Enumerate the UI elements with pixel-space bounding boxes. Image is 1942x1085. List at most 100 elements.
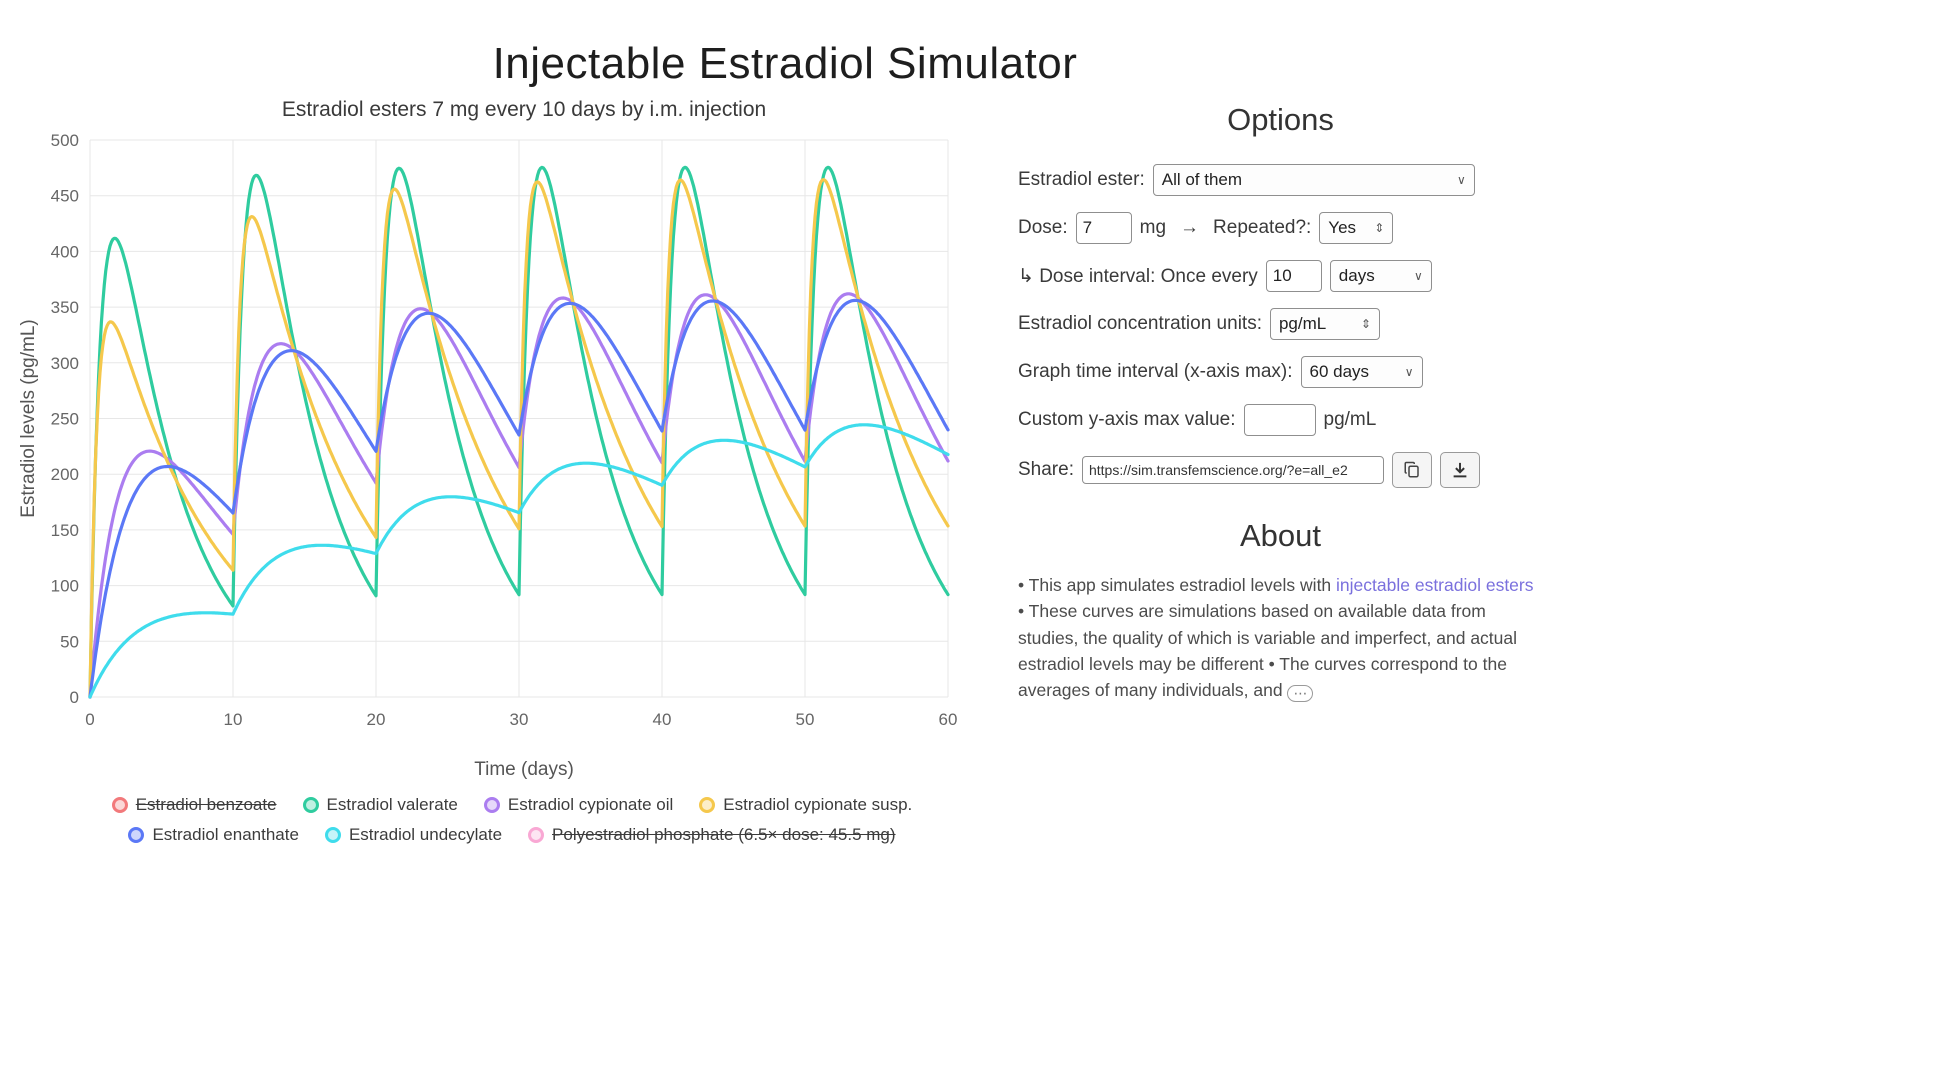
y-max-unit: pg/mL [1323, 409, 1377, 430]
dose-input[interactable] [1075, 212, 1132, 244]
interval-unit-select[interactable]: days ∨ [1329, 260, 1432, 292]
chart-section: Estradiol esters 7 mg every 10 days by i… [12, 98, 972, 845]
legend-item-estradiol-benzoate[interactable]: Estradiol benzoate [111, 795, 277, 815]
legend-item-polyestradiol-phosphate-6-5-dose-45-5-mg[interactable]: Polyestradiol phosphate (6.5× dose: 45.5… [528, 825, 896, 845]
share-label: Share: [1018, 459, 1074, 480]
share-url-input[interactable] [1081, 456, 1384, 484]
legend-dot [324, 827, 341, 843]
svg-text:300: 300 [51, 354, 79, 373]
legend-item-estradiol-cypionate-oil[interactable]: Estradiol cypionate oil [483, 795, 674, 815]
svg-text:30: 30 [510, 710, 529, 729]
legend-label: Estradiol cypionate oil [507, 795, 674, 814]
share-row: Share: [1018, 452, 1543, 488]
graph-interval-row: Graph time interval (x-axis max): 60 day… [1018, 356, 1543, 388]
page-title: Injectable Estradiol Simulator [492, 39, 1078, 89]
svg-text:250: 250 [51, 410, 79, 429]
svg-text:100: 100 [51, 577, 79, 596]
legend-dot [528, 827, 545, 843]
svg-text:400: 400 [51, 242, 79, 261]
curve-estradiol-enanthate [88, 298, 950, 699]
about-text-1: • This app simulates estradiol levels wi… [1018, 575, 1337, 595]
legend-label: Polyestradiol phosphate (6.5× dose: 45.5… [552, 825, 896, 844]
estradiol-levels-chart: 0 50 100 150 200 250 300 350 400 450 500 0 10 20 30 40 5… [18, 131, 958, 729]
svg-text:450: 450 [51, 187, 79, 206]
chevron-down-icon: ∨ [1404, 365, 1414, 379]
copy-icon [1404, 461, 1419, 478]
y-max-row: Custom y-axis max value: pg/mL [1018, 404, 1543, 436]
download-icon [1453, 462, 1467, 478]
injectable-esters-link[interactable]: injectable estradiol esters [1336, 575, 1534, 595]
legend-row: Estradiol benzoate Estradiol valerate Estr… [111, 795, 912, 815]
chevron-down-icon: ∨ [1456, 173, 1466, 187]
svg-text:200: 200 [51, 465, 79, 484]
svg-text:500: 500 [51, 131, 79, 150]
dose-label: Dose: [1018, 217, 1068, 238]
ester-select-value: All of them [1161, 170, 1243, 189]
legend-item-estradiol-enanthate[interactable]: Estradiol enanthate [128, 825, 299, 845]
svg-text:20: 20 [367, 710, 386, 729]
svg-text:350: 350 [51, 298, 79, 317]
legend-label: Estradiol cypionate susp. [723, 795, 913, 814]
svg-text:50: 50 [60, 632, 79, 651]
chart-legend: Estradiol benzoate Estradiol valerate Estr… [12, 795, 972, 845]
repeated-select[interactable]: Yes ⇕ [1319, 212, 1394, 244]
legend-label: Estradiol valerate [326, 795, 458, 814]
units-label: Estradiol concentration units: [1018, 313, 1262, 334]
options-heading: Options [1227, 102, 1334, 137]
expand-more-button[interactable]: ⋯ [1287, 684, 1314, 702]
chart-title: Estradiol esters 7 mg every 10 days by i… [281, 98, 767, 121]
x-axis-label: Time (days) [474, 759, 574, 780]
graph-interval-select[interactable]: 60 days ∨ [1300, 356, 1423, 388]
about-text-2: • These curves are simulations based on … [1018, 601, 1518, 700]
ester-row: Estradiol ester: All of them ∨ [1018, 164, 1543, 196]
copy-link-button[interactable] [1391, 452, 1432, 488]
axis-tick-labels: 0 50 100 150 200 250 300 350 400 450 500 0 10 20 30 40 5… [51, 131, 958, 729]
legend-item-estradiol-valerate[interactable]: Estradiol valerate [302, 795, 458, 815]
ester-label: Estradiol ester: [1018, 169, 1145, 190]
curve-estradiol-undecylate [88, 423, 950, 699]
repeated-select-value: Yes [1328, 218, 1357, 237]
dose-unit: mg [1139, 217, 1167, 238]
y-axis-label: Estradiol levels (pg/mL) [18, 319, 39, 518]
dose-interval-input[interactable] [1265, 260, 1322, 292]
units-select[interactable]: pg/mL ⇕ [1269, 308, 1380, 340]
ester-select[interactable]: All of them ∨ [1152, 164, 1475, 196]
legend-label: Estradiol undecylate [348, 825, 503, 844]
graph-interval-label: Graph time interval (x-axis max): [1018, 361, 1293, 382]
svg-text:40: 40 [653, 710, 672, 729]
graph-interval-value: 60 days [1309, 362, 1370, 381]
dose-interval-row: ↳ Dose interval: Once every days ∨ [1018, 260, 1543, 292]
svg-text:0: 0 [70, 688, 79, 707]
legend-dot [483, 797, 500, 813]
y-max-label: Custom y-axis max value: [1018, 409, 1236, 430]
interval-unit-value: days [1338, 266, 1375, 285]
up-down-arrows-icon: ⇕ [1374, 221, 1385, 235]
legend-label: Estradiol benzoate [135, 795, 277, 814]
y-max-input[interactable] [1243, 404, 1316, 436]
legend-dot [699, 797, 716, 813]
units-select-value: pg/mL [1278, 314, 1327, 333]
chevron-down-icon: ∨ [1414, 269, 1423, 283]
curve-estradiol-valerate [88, 165, 950, 699]
units-row: Estradiol concentration units: pg/mL ⇕ [1018, 308, 1543, 340]
legend-label: Estradiol enanthate [152, 825, 299, 844]
right-arrow-icon: → [1180, 217, 1200, 238]
legend-item-estradiol-cypionate-susp[interactable]: Estradiol cypionate susp. [699, 795, 912, 815]
download-button[interactable] [1439, 452, 1480, 488]
dose-interval-label: ↳ Dose interval: Once every [1018, 265, 1258, 287]
options-panel: Options Estradiol ester: All of them ∨ D… [1018, 96, 1543, 703]
legend-row: Estradiol enanthate Estradiol undecylate P… [128, 825, 896, 845]
about-text: • This app simulates estradiol levels wi… [1018, 572, 1543, 703]
repeated-label: Repeated?: [1213, 217, 1312, 238]
about-heading: About [1239, 518, 1321, 553]
up-down-arrows-icon: ⇕ [1360, 317, 1371, 331]
legend-dot [302, 797, 319, 813]
svg-text:0: 0 [85, 710, 94, 729]
svg-text:150: 150 [51, 521, 79, 540]
dose-row: Dose: mg → Repeated?: Yes ⇕ [1018, 212, 1543, 244]
legend-dot [128, 827, 145, 843]
svg-text:50: 50 [796, 710, 815, 729]
curve-estradiol-cypionate-susp [88, 178, 950, 699]
legend-dot [111, 797, 128, 813]
legend-item-estradiol-undecylate[interactable]: Estradiol undecylate [324, 825, 503, 845]
